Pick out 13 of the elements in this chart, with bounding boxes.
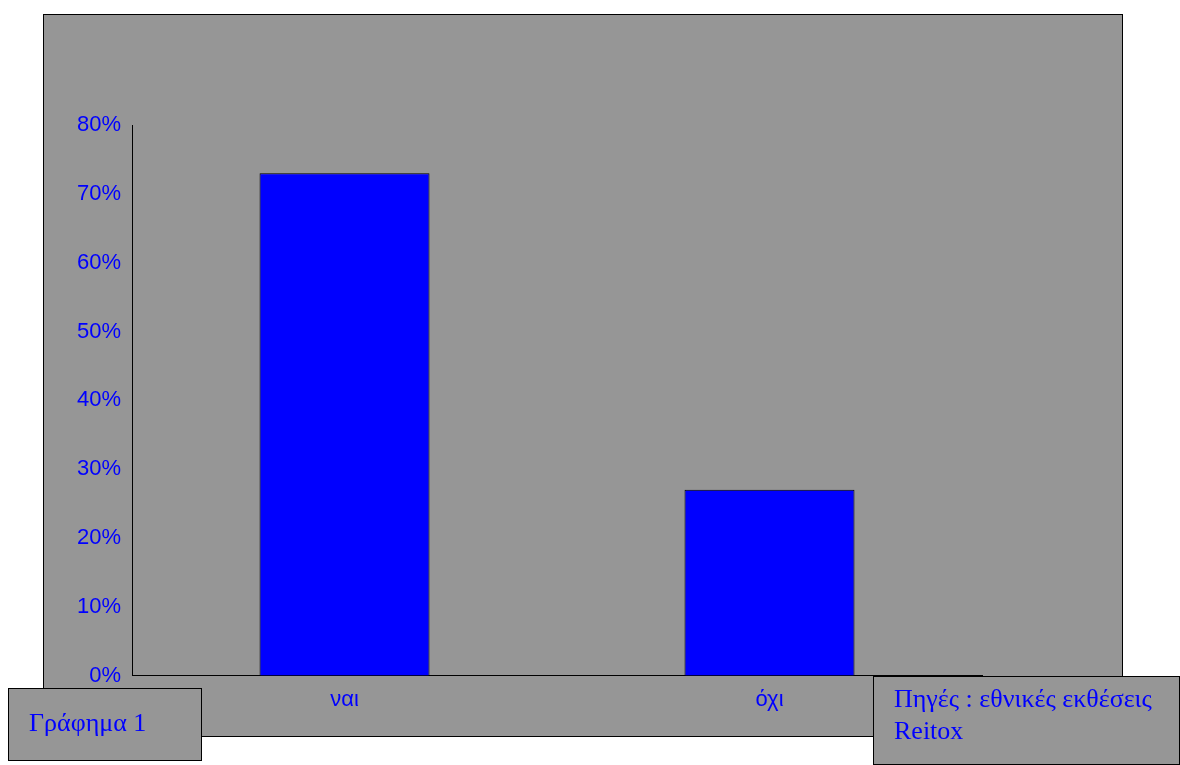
y-tick-label: 60% (76, 248, 122, 274)
y-tick-label: 20% (76, 524, 122, 550)
y-tick-label: 40% (76, 386, 122, 412)
y-tick-label: 30% (76, 455, 122, 481)
y-tick-label: 10% (76, 592, 122, 618)
y-tick-label: 70% (76, 179, 122, 205)
y-tick-label: 50% (76, 317, 122, 343)
text: Πηγές : εθνικές εκθέσεις Reitox (873, 676, 1180, 765)
y-tick-label: 0% (89, 661, 122, 687)
text: Γράφημα 1 (8, 688, 202, 761)
y-tick-label: 80% (76, 111, 122, 137)
x-tick-label: όχι (755, 685, 784, 711)
x-tick-label: ναι (330, 685, 359, 711)
